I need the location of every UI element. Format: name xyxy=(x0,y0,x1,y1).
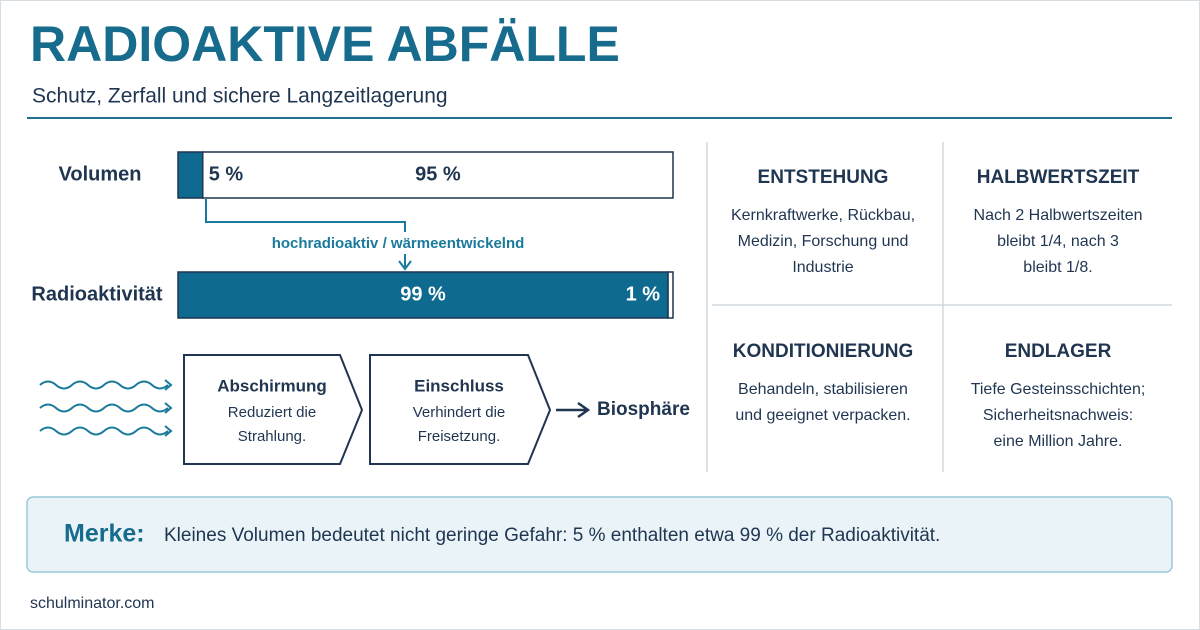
card-title: HALBWERTSZEIT xyxy=(977,167,1140,188)
bar-label: Volumen xyxy=(59,163,142,185)
bar-value-label: 99 % xyxy=(400,283,446,305)
card-text: Behandeln, stabilisieren xyxy=(738,381,908,398)
bar-value-label: 5 % xyxy=(209,163,244,185)
card-text: und geeignet verpacken. xyxy=(735,407,910,424)
note-text: Kleines Volumen bedeutet nicht geringe G… xyxy=(164,525,940,546)
barrier-shape xyxy=(183,354,364,465)
bar-value-label: 1 % xyxy=(626,283,661,305)
arrow xyxy=(556,401,591,419)
card-title: ENTSTEHUNG xyxy=(758,167,889,188)
card-text: Medizin, Forschung und xyxy=(738,233,909,250)
target: Biosphäre xyxy=(597,399,690,420)
card-text: eine Million Jahre. xyxy=(994,433,1123,450)
footer: schulminator.com xyxy=(30,595,155,612)
card-title: ENDLAGER xyxy=(1005,341,1112,362)
bar-value-label: 95 % xyxy=(415,163,461,185)
connector-label: hochradioaktiv / wärmeentwickelnd xyxy=(272,235,525,252)
bar-segment xyxy=(177,151,204,199)
bar-segment xyxy=(667,271,674,319)
card-text: Sicherheitsnachweis: xyxy=(983,407,1133,424)
note-label: Merke: xyxy=(64,520,145,548)
title: RADIOAKTIVE ABFÄLLE xyxy=(30,16,620,72)
card-text: bleibt 1/4, nach 3 xyxy=(997,233,1119,250)
card-text: Tiefe Gesteinsschichten; xyxy=(971,381,1146,398)
barrier-text: Strahlung. xyxy=(238,428,306,445)
card-text: bleibt 1/8. xyxy=(1023,259,1092,276)
barrier-text: Reduziert die xyxy=(228,404,316,421)
connector-arrow xyxy=(398,254,412,271)
connector xyxy=(205,199,406,232)
card-text: Kernkraftwerke, Rückbau, xyxy=(731,207,915,224)
card-grid xyxy=(706,142,1172,472)
subtitle: Schutz, Zerfall und sichere Langzeitlage… xyxy=(32,85,448,108)
bar-segment xyxy=(177,271,669,319)
bar-label: Radioaktivität xyxy=(31,283,162,305)
card-title: KONDITIONIERUNG xyxy=(733,341,914,362)
barrier-text: Freisetzung. xyxy=(418,428,501,445)
barrier-shape xyxy=(369,354,552,465)
bar-segment xyxy=(202,151,674,199)
barrier-title: Einschluss xyxy=(414,376,504,395)
barrier-title: Abschirmung xyxy=(217,376,327,395)
card-text: Nach 2 Halbwertszeiten xyxy=(974,207,1143,224)
note-box xyxy=(26,496,1173,573)
card-text: Industrie xyxy=(792,259,853,276)
radiation-waves xyxy=(39,379,173,437)
barrier-text: Verhindert die xyxy=(413,404,506,421)
